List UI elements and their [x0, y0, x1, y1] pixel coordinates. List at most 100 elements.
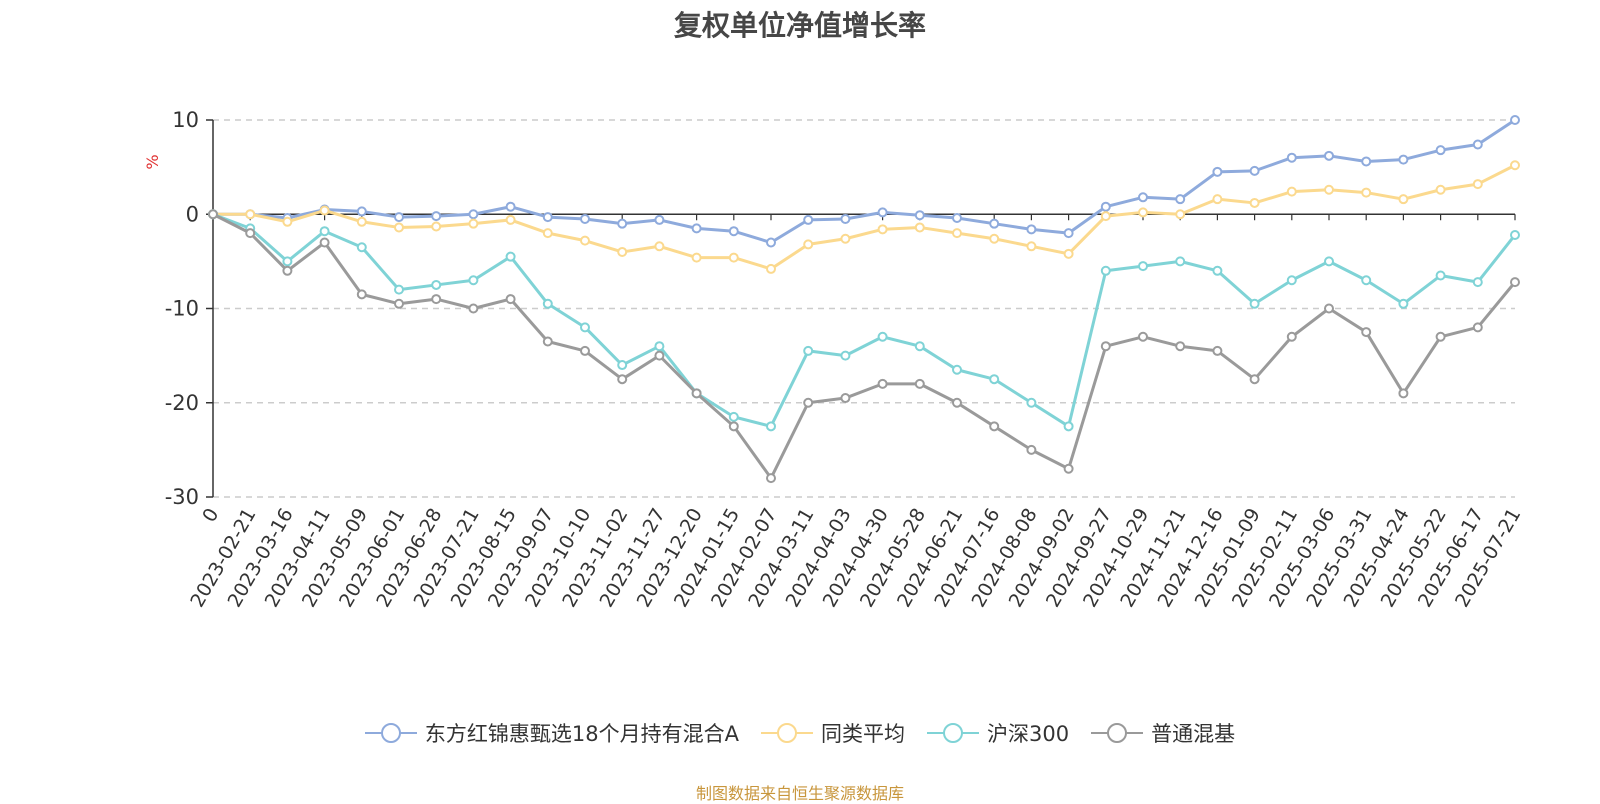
data-point — [1138, 261, 1148, 272]
data-point — [1398, 154, 1409, 165]
data-point — [1063, 228, 1074, 239]
source-note: 制图数据来自恒生聚源数据库 — [695, 784, 904, 803]
data-point — [1212, 265, 1223, 276]
data-point — [1100, 211, 1111, 222]
data-point — [989, 374, 1000, 385]
data-point — [766, 237, 776, 248]
data-point — [1138, 207, 1148, 218]
data-point — [431, 221, 442, 232]
data-point — [468, 209, 479, 220]
data-point — [840, 233, 851, 244]
data-point — [1286, 275, 1297, 286]
data-point — [1286, 186, 1297, 197]
data-point — [803, 397, 814, 408]
data-point — [1472, 179, 1483, 190]
legend-label: 沪深300 — [987, 722, 1070, 746]
data-point — [1175, 209, 1186, 220]
x-tick-label: 0 — [198, 505, 223, 526]
data-point — [319, 205, 330, 216]
legend-item[interactable]: 普通混基 — [1091, 718, 1235, 748]
data-point — [654, 241, 665, 252]
series-line-1 — [213, 163, 1516, 271]
data-point — [431, 294, 442, 305]
line-chart: 100-10-20-30%02023-02-212023-03-162023-0… — [143, 108, 1525, 611]
data-point — [1063, 463, 1074, 474]
data-point — [617, 218, 628, 229]
legend-marker-icon — [761, 723, 813, 743]
data-point — [803, 345, 814, 356]
data-point — [1138, 331, 1148, 342]
data-point — [1286, 331, 1297, 342]
grid-layer — [213, 119, 1515, 498]
data-point — [877, 224, 888, 235]
data-point — [766, 473, 776, 484]
data-point — [952, 364, 962, 375]
data-point — [1435, 184, 1446, 195]
data-point — [1249, 197, 1260, 208]
data-point — [1361, 156, 1372, 167]
data-point — [356, 242, 367, 253]
data-point — [914, 341, 925, 352]
data-point — [505, 201, 516, 212]
data-point — [431, 279, 442, 290]
data-point — [1435, 270, 1446, 281]
data-point — [468, 218, 479, 229]
data-point — [766, 263, 776, 274]
data-point — [282, 256, 293, 267]
data-point — [1212, 194, 1223, 205]
data-point — [580, 322, 590, 333]
data-point — [542, 336, 553, 347]
data-point — [877, 207, 888, 218]
legend-label: 普通混基 — [1151, 722, 1236, 746]
data-point — [580, 345, 590, 356]
data-point — [1026, 241, 1037, 252]
data-point — [1100, 201, 1111, 212]
y-tick-label: -20 — [165, 391, 199, 415]
data-point — [1324, 150, 1334, 161]
data-point — [282, 265, 293, 276]
data-point — [654, 350, 665, 361]
data-point — [691, 388, 702, 399]
legend-label: 东方红锦惠甄选18个月持有混合A — [424, 722, 739, 746]
data-point — [914, 210, 925, 221]
data-point — [840, 393, 851, 404]
legend-item[interactable]: 东方红锦惠甄选18个月持有混合A — [364, 718, 739, 748]
y-tick-label: -10 — [165, 297, 199, 321]
data-point — [1510, 115, 1520, 125]
y-axis-label: % — [143, 154, 162, 169]
data-point — [580, 213, 590, 224]
data-point — [952, 213, 962, 224]
data-point — [691, 223, 702, 234]
data-point — [1472, 139, 1483, 150]
legend-item[interactable]: 同类平均 — [761, 718, 905, 748]
y-tick-label: 10 — [172, 108, 199, 132]
data-point — [1398, 194, 1409, 205]
data-point — [1100, 341, 1111, 352]
y-tick-label: 0 — [186, 202, 199, 226]
data-point — [1435, 145, 1446, 156]
data-point — [1026, 224, 1037, 235]
data-point — [468, 303, 479, 314]
data-point — [1510, 160, 1520, 171]
legend-marker-icon — [927, 723, 979, 743]
data-point — [1398, 388, 1409, 399]
legend-item[interactable]: 沪深300 — [927, 718, 1069, 748]
data-point — [1324, 184, 1334, 195]
data-point — [1249, 165, 1260, 176]
data-point — [952, 228, 962, 239]
label-layer: 100-10-20-30%02023-02-212023-03-162023-0… — [143, 108, 1525, 611]
data-point — [245, 209, 256, 220]
chart-title: 复权单位净值增长率 — [673, 9, 926, 42]
data-point — [580, 235, 590, 246]
data-point — [505, 251, 516, 262]
data-point — [728, 252, 739, 263]
data-point — [1361, 187, 1372, 198]
data-point — [431, 211, 442, 222]
data-point — [282, 216, 293, 227]
data-point — [505, 214, 516, 225]
data-point — [1510, 277, 1520, 288]
series-line-2 — [212, 212, 1517, 428]
data-point — [840, 213, 851, 224]
data-point — [989, 233, 1000, 244]
data-point — [766, 421, 776, 432]
